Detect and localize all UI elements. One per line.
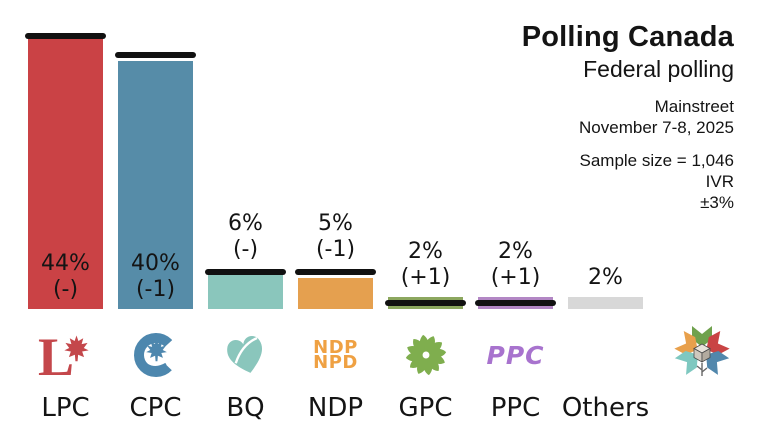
previous-poll-marker-bq [205,268,286,275]
poll-meta: Mainstreet November 7-8, 2025 [522,96,734,138]
value-label-lpc: 44% (-) [16,251,115,303]
brand-ribbon-teal [674,350,698,375]
logo-slot-bq [208,326,283,384]
bar-cpc [118,61,193,309]
page-title: Polling Canada [521,21,734,53]
header: Polling Canada Federal polling Mainstree… [522,20,734,213]
brand-ribbon-blue [706,350,730,375]
logo-slot-cpc [118,326,193,384]
value-change: (-1) [315,236,356,262]
brand-ribbon-green [692,326,712,347]
previous-poll-marker-lpc [25,33,106,40]
value-label-gpc: 2% (+1) [376,239,475,291]
logo-slot-gpc [388,326,463,384]
brand-ribbon-red [706,330,730,355]
party-label-gpc: GPC [398,393,453,423]
value-change: (-) [52,277,79,302]
previous-poll-marker-gpc [385,299,466,306]
value-label-ppc: 2% (+1) [466,239,565,291]
poll-dates: November 7-8, 2025 [579,118,734,137]
logo-slot-lpc: L [28,326,103,384]
value-change: (+1) [400,264,451,290]
value-percent: 6% [228,210,263,236]
gpc-green-party-logo [405,334,446,376]
logo-slot-ndp: NDP NPD [298,326,373,384]
party-label-ppc: PPC [490,393,541,423]
value-change: (-1) [135,277,176,302]
ndp-logo: NDP NPD [313,337,358,373]
party-label-lpc: LPC [41,393,90,423]
value-label-bq: 6% (-) [196,211,295,263]
bq-bloc-quebecois-logo [226,336,262,373]
pollster-name: Mainstreet [654,97,734,116]
value-percent: 44% [41,251,90,276]
value-percent: 2% [498,238,533,264]
bar-bq [208,271,283,309]
previous-poll-marker-ppc [475,299,556,306]
value-change: (-) [232,236,259,262]
brand-ribbon-orange [674,330,698,355]
polling-canada-logo-svg [674,326,730,376]
value-percent: 5% [318,210,353,236]
sample-size: Sample size = 1,046 [579,151,734,170]
logo-slot-ppc: PPC [478,326,553,384]
value-change: (+1) [490,264,541,290]
ppc-logo: PPC [486,340,545,370]
party-label-others: Others [561,393,650,423]
cpc-conservative-logo [133,333,178,377]
margin-of-error: ±3% [700,193,734,212]
value-label-ndp: 5% (-1) [286,211,385,263]
polling-canada-logo [672,326,732,387]
poll-methodology: Sample size = 1,046 IVR ±3% [522,150,734,213]
party-label-ndp: NDP [307,393,364,423]
value-percent: 2% [408,238,443,264]
party-label-bq: BQ [226,393,265,423]
svg-text:L: L [38,329,74,381]
value-percent: 40% [131,251,180,276]
poll-method: IVR [705,172,734,191]
bar-ndp [298,278,373,309]
value-percent: 2% [588,264,623,290]
previous-poll-marker-cpc [115,51,196,58]
value-label-others: 2% [556,265,655,291]
chart-subtitle: Federal polling [583,56,734,82]
bar-others [568,296,643,309]
party-label-cpc: CPC [129,393,182,423]
bar-lpc [28,36,103,309]
previous-poll-marker-ndp [295,268,376,275]
lpc-liberal-logo: L [38,329,89,381]
value-label-cpc: 40% (-1) [106,251,205,303]
